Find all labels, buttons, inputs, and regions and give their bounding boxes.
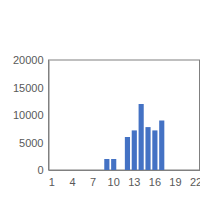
- x-tick: 1: [49, 170, 55, 188]
- bar: [118, 170, 123, 171]
- y-tick: 5000: [19, 137, 48, 149]
- y-axis-line: [49, 61, 50, 171]
- x-axis-line: [49, 170, 200, 171]
- bar: [104, 159, 109, 170]
- y-tick-label: 5000: [19, 137, 43, 149]
- bar: [84, 170, 89, 171]
- x-tick-label: 19: [169, 176, 181, 188]
- y-tick-label: 15000: [13, 82, 44, 94]
- bar: [49, 170, 54, 171]
- x-tick: 10: [108, 170, 120, 188]
- x-tick: 13: [128, 170, 140, 188]
- x-tick: 22: [190, 170, 200, 188]
- y-axis: 0 5000 10000 15000 20000: [13, 54, 49, 176]
- bar: [139, 104, 144, 170]
- x-tick-label: 10: [108, 176, 120, 188]
- chart: 0 5000 10000 15000 20000 1 4 7 10 13 16 19 22: [0, 0, 200, 200]
- y-tick-label: 20000: [13, 54, 44, 66]
- bar: [180, 170, 185, 171]
- y-tick: 20000: [13, 54, 49, 66]
- x-tick-label: 22: [190, 176, 200, 188]
- bar: [187, 170, 192, 171]
- x-tick-label: 1: [49, 176, 55, 188]
- y-tick: 0: [37, 164, 48, 176]
- bar: [132, 130, 137, 170]
- bar: [97, 170, 102, 171]
- x-tick: 7: [90, 170, 96, 188]
- bar: [91, 170, 96, 171]
- x-tick: 16: [149, 170, 161, 188]
- x-tick-label: 13: [128, 176, 140, 188]
- y-tick-label: 0: [37, 164, 43, 176]
- bar: [193, 170, 198, 171]
- bar: [145, 127, 150, 170]
- y-tick: 10000: [13, 109, 49, 121]
- x-tick-label: 7: [90, 176, 96, 188]
- x-tick: 4: [69, 170, 75, 188]
- y-tick: 15000: [13, 82, 49, 94]
- x-axis: 1 4 7 10 13 16 19 22: [49, 170, 200, 188]
- bar: [166, 170, 171, 171]
- bars: [104, 104, 164, 170]
- bar: [77, 170, 82, 171]
- bar: [111, 159, 116, 170]
- bar: [63, 170, 68, 171]
- bar: [56, 170, 61, 171]
- plot-frame: [49, 60, 200, 170]
- x-tick-label: 4: [69, 176, 75, 188]
- x-tick: 19: [169, 170, 181, 188]
- bar: [173, 170, 178, 171]
- y-tick-label: 10000: [13, 109, 44, 121]
- bar: [152, 130, 157, 170]
- bar: [70, 170, 75, 171]
- bar: [125, 137, 130, 170]
- x-tick-label: 16: [149, 176, 161, 188]
- bar: [159, 121, 164, 171]
